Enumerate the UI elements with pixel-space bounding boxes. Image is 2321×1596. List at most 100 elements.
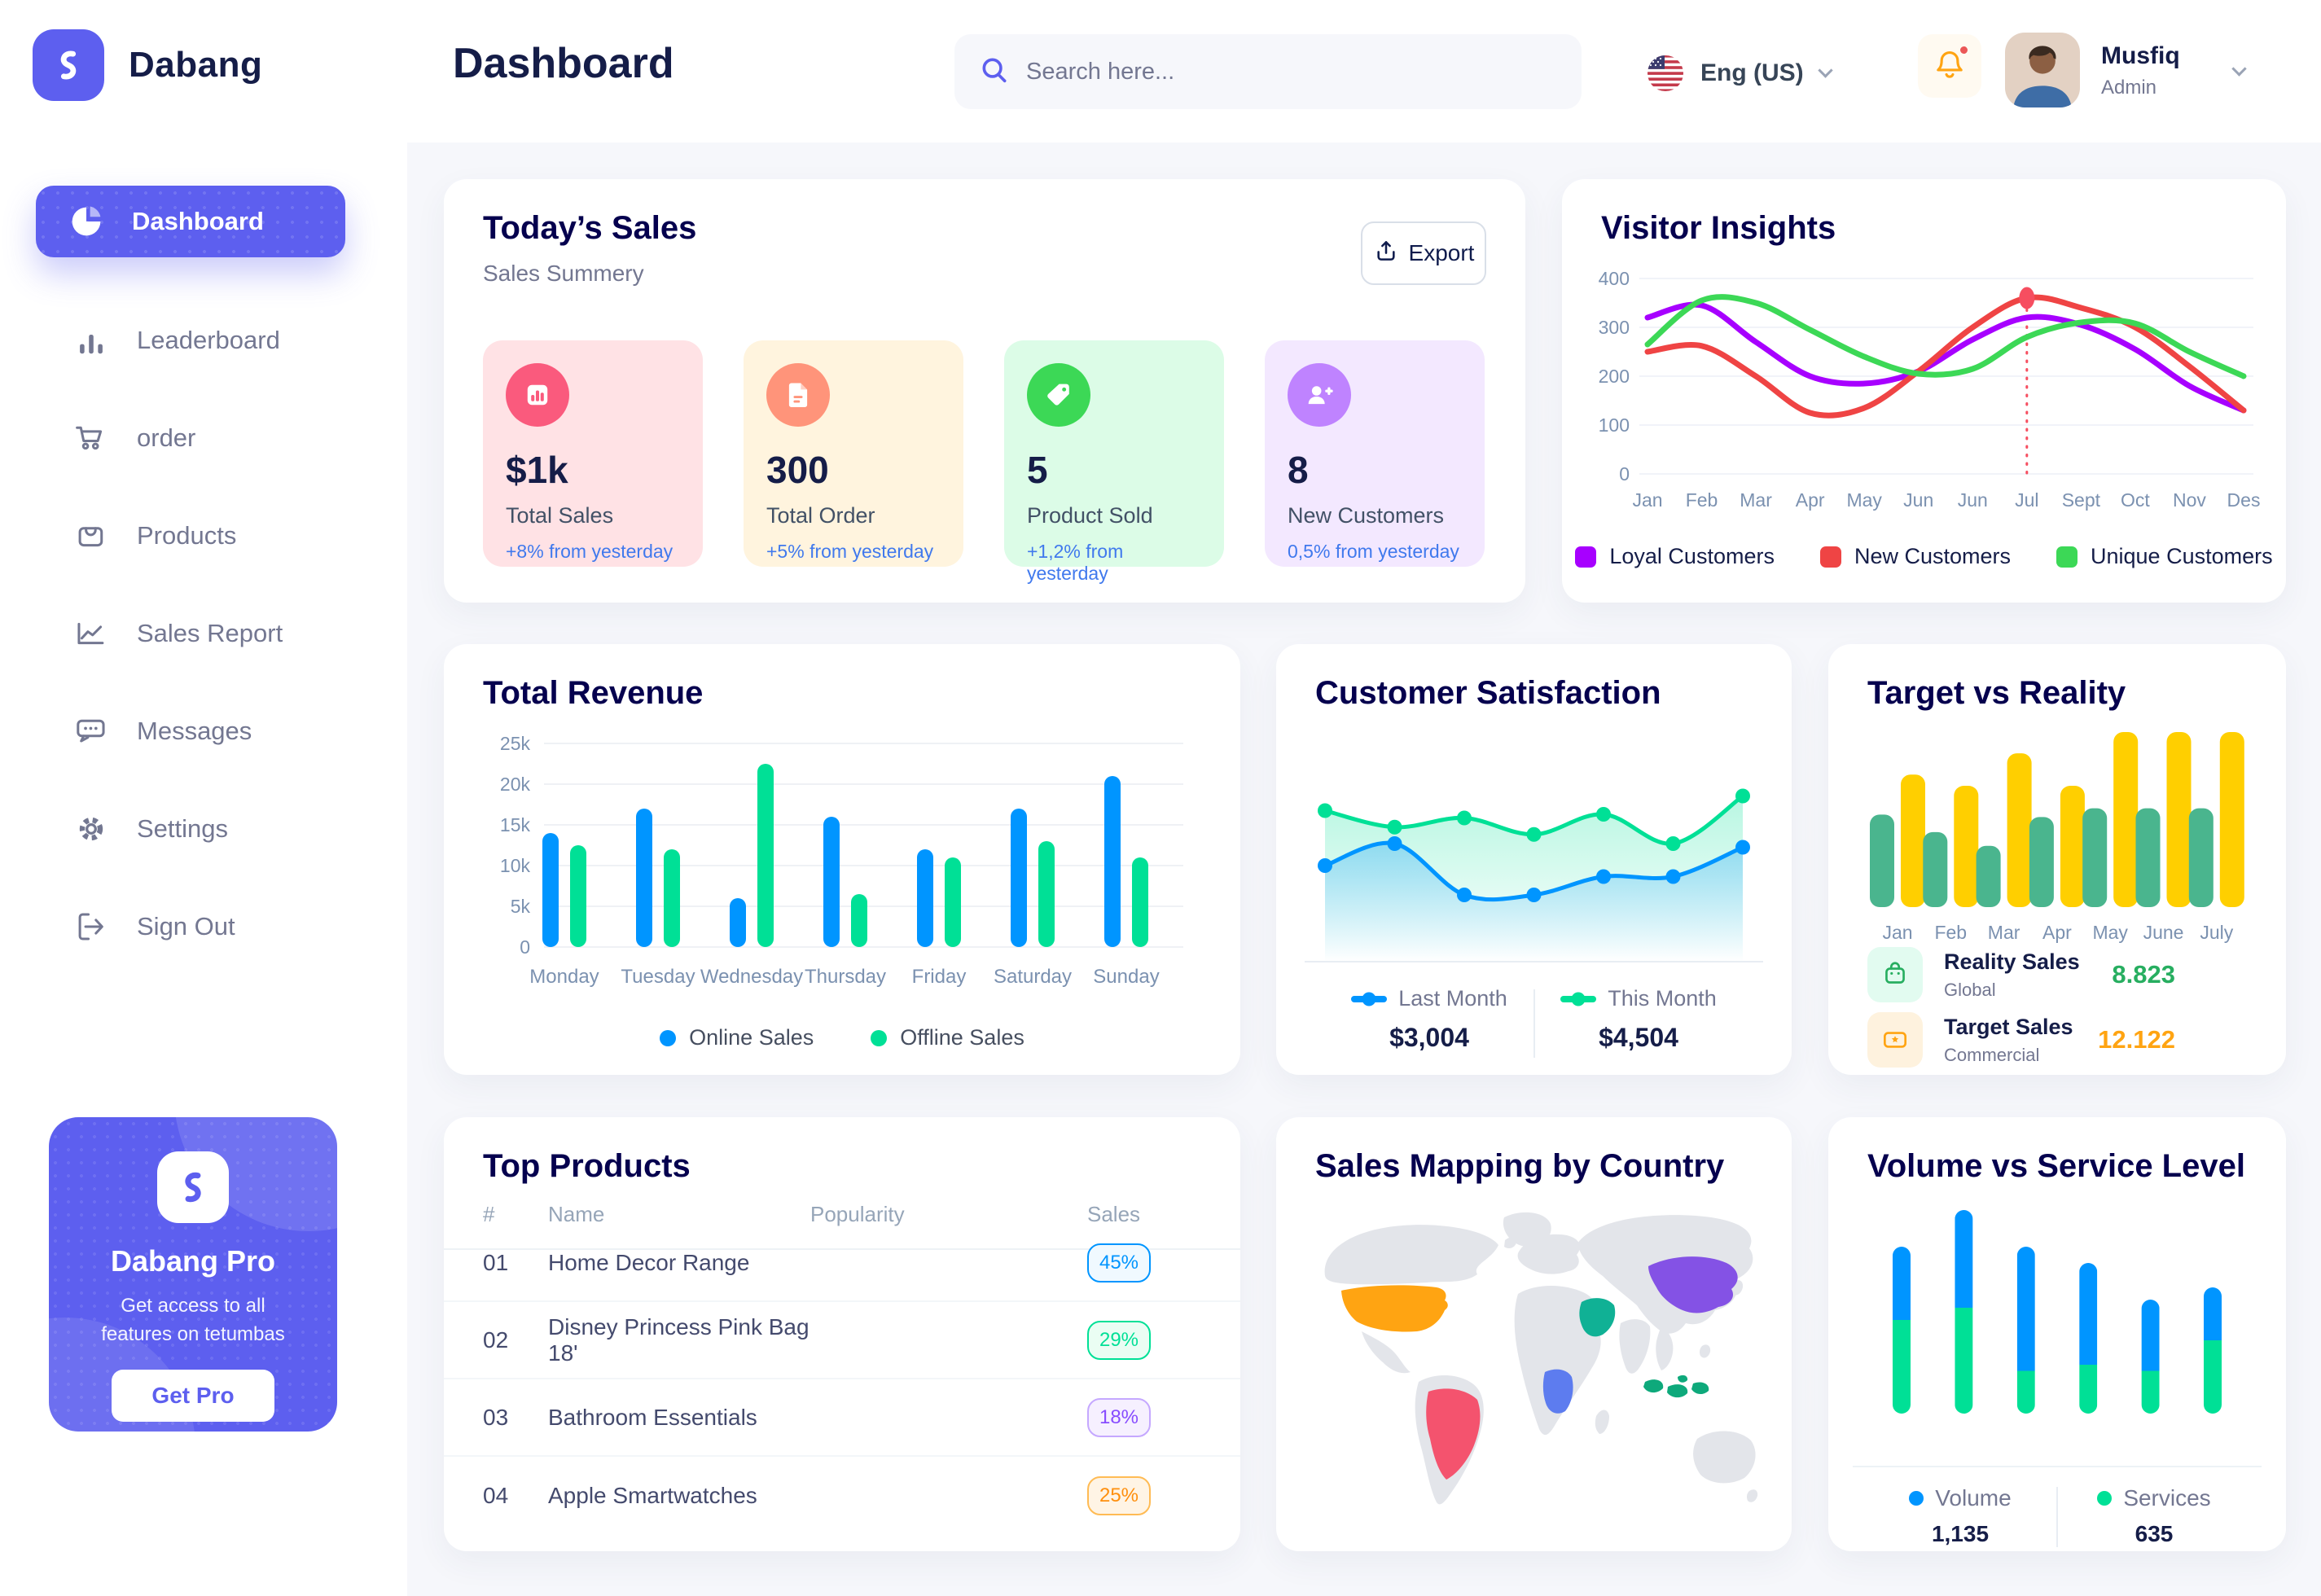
sidebar-item-products[interactable]: Products bbox=[0, 487, 407, 585]
table-row: 01 Home Decor Range 45% bbox=[444, 1225, 1240, 1302]
svg-text:10k: 10k bbox=[500, 855, 531, 876]
bell-icon bbox=[1933, 47, 1967, 86]
page-title: Dashboard bbox=[453, 40, 674, 87]
legend-item: Offline Sales bbox=[871, 1025, 1024, 1050]
legend-value: 635 bbox=[2135, 1521, 2174, 1546]
svg-text:Saturday: Saturday bbox=[994, 966, 1072, 988]
gear-icon bbox=[73, 811, 109, 847]
card-title: Volume vs Service Level bbox=[1867, 1148, 2245, 1184]
svg-text:Apr: Apr bbox=[1796, 489, 1825, 511]
legend-item-last-month: Last Month $3,004 bbox=[1334, 986, 1525, 1053]
content: Today’s Sales Sales Summery Export $1k To… bbox=[407, 142, 2321, 1596]
stat-card-new-customers: 8 New Customers 0,5% from yesterday bbox=[1265, 340, 1485, 567]
sidebar-item-sales-report[interactable]: Sales Report bbox=[0, 585, 407, 682]
todays-sales-card: Today’s Sales Sales Summery Export $1k To… bbox=[444, 179, 1525, 603]
cart-icon bbox=[73, 420, 109, 456]
svg-text:Jun: Jun bbox=[1958, 489, 1988, 511]
notifications-button[interactable] bbox=[1918, 34, 1981, 98]
card-title: Total Revenue bbox=[483, 675, 704, 711]
svg-text:Friday: Friday bbox=[912, 966, 967, 988]
customer-satisfaction-chart bbox=[1305, 724, 1763, 980]
card-title: Customer Satisfaction bbox=[1315, 675, 1661, 711]
indonesia-islands bbox=[1643, 1375, 1709, 1398]
legend-dot bbox=[1909, 1491, 1924, 1506]
legend-line-icon bbox=[1560, 992, 1597, 1006]
legend-item: New Customers bbox=[1819, 544, 2011, 569]
svg-text:Oct: Oct bbox=[2121, 489, 2150, 511]
pie-icon bbox=[68, 204, 104, 239]
stat-delta: +1,2% from yesterday bbox=[1027, 541, 1124, 584]
sidebar-item-settings[interactable]: Settings bbox=[0, 780, 407, 878]
chart-icon bbox=[73, 616, 109, 651]
region-saudi-arabia bbox=[1579, 1298, 1616, 1337]
customer-satisfaction-card: Customer Satisfaction Last Month $3,004 Th… bbox=[1276, 644, 1792, 1075]
svg-text:15k: 15k bbox=[500, 814, 531, 835]
svg-text:Des: Des bbox=[2227, 489, 2261, 511]
file-icon bbox=[766, 363, 830, 427]
legend-item-this-month: This Month $4,504 bbox=[1543, 986, 1735, 1053]
product-index: 02 bbox=[483, 1326, 509, 1353]
sidebar-item-dashboard[interactable]: Dashboard bbox=[36, 186, 345, 257]
legend-value: 8.823 bbox=[2112, 960, 2175, 989]
target-vs-reality-chart: Jan Feb Mar Apr May June July bbox=[1853, 716, 2262, 956]
total-revenue-chart: 0 5k 10k 15k 20k 25k Monday Tuesday Wednesday Thu… bbox=[467, 719, 1214, 1016]
svg-text:5k: 5k bbox=[511, 896, 531, 917]
svg-text:Apr: Apr bbox=[2042, 922, 2072, 943]
table-row: 04 Apple Smartwatches 25% bbox=[444, 1457, 1240, 1534]
language-selector[interactable]: Eng (US) bbox=[1647, 42, 1833, 104]
sidebar-item-label: order bbox=[137, 423, 196, 452]
card-title: Sales Mapping by Country bbox=[1315, 1148, 1725, 1184]
sidebar-item-leaderboard[interactable]: Leaderboard bbox=[0, 292, 407, 389]
stat-value: 300 bbox=[766, 449, 829, 491]
legend-row-reality-sales: Reality Sales Global 8.823 bbox=[1867, 947, 2253, 1002]
svg-text:0: 0 bbox=[1619, 463, 1630, 484]
bars-icon bbox=[73, 322, 109, 358]
legend-dot bbox=[660, 1029, 677, 1046]
bar-chart-icon bbox=[506, 363, 569, 427]
stat-label: Product Sold bbox=[1027, 503, 1153, 528]
svg-text:Jun: Jun bbox=[1903, 489, 1933, 511]
ticket-icon bbox=[1867, 1012, 1923, 1068]
legend-item-services: Services 635 bbox=[2073, 1485, 2235, 1547]
sidebar-item-sign-out[interactable]: Sign Out bbox=[0, 878, 407, 976]
table-header: # Name Popularity Sales bbox=[444, 1202, 1240, 1250]
stat-label: Total Order bbox=[766, 503, 875, 528]
sidebar-item-order[interactable]: order bbox=[0, 389, 407, 487]
get-pro-button[interactable]: Get Pro bbox=[112, 1370, 274, 1422]
svg-text:Feb: Feb bbox=[1686, 489, 1718, 511]
search-input[interactable] bbox=[1026, 58, 1531, 86]
chart-legend: Online Sales Offline Sales bbox=[444, 1025, 1240, 1050]
search-icon bbox=[979, 55, 1010, 90]
sales-badge: 25% bbox=[1087, 1475, 1151, 1515]
legend-item: Online Sales bbox=[660, 1025, 814, 1050]
top-header: Dashboard bbox=[407, 0, 2321, 142]
legend-value: $3,004 bbox=[1389, 1023, 1469, 1052]
svg-text:May: May bbox=[2092, 922, 2128, 943]
user-menu[interactable]: Musfiq Admin bbox=[2005, 33, 2247, 107]
legend-dot bbox=[871, 1029, 888, 1046]
svg-text:June: June bbox=[2143, 922, 2184, 943]
volume-vs-service-card: Volume vs Service Level Volume 1,135 Servi… bbox=[1828, 1117, 2286, 1551]
bag-icon bbox=[1867, 947, 1923, 1002]
divider bbox=[1853, 1466, 2262, 1467]
search-box[interactable] bbox=[954, 34, 1582, 109]
visitor-insights-chart: 0 100 200 300 400 Jan Feb Mar Apr May Jun Jun Jul Sep… bbox=[1582, 262, 2266, 535]
legend-dot bbox=[2097, 1491, 2113, 1506]
visitor-insights-card: Visitor Insights 0 100 200 300 400 Jan Feb Mar A… bbox=[1562, 179, 2286, 603]
legend-item-volume: Volume 1,135 bbox=[1879, 1485, 2042, 1547]
sidebar-item-label: Sign Out bbox=[137, 912, 235, 940]
brand-logo-icon bbox=[33, 29, 104, 101]
svg-text:Jan: Jan bbox=[1882, 922, 1912, 943]
svg-text:0: 0 bbox=[520, 936, 530, 958]
sidebar-item-messages[interactable]: Messages bbox=[0, 682, 407, 780]
legend-value: 12.122 bbox=[2098, 1025, 2175, 1054]
signout-icon bbox=[73, 909, 109, 945]
export-button[interactable]: Export bbox=[1361, 221, 1486, 285]
card-title: Top Products bbox=[483, 1148, 691, 1184]
divider bbox=[1533, 989, 1535, 1058]
stat-cards: $1k Total Sales +8% from yesterday 300 Total… bbox=[483, 340, 1485, 584]
sidebar: Dabang Dashboard Leaderboard order Products… bbox=[0, 0, 407, 1596]
product-name: Home Decor Range bbox=[548, 1249, 750, 1275]
card-title: Today’s Sales bbox=[483, 210, 697, 246]
